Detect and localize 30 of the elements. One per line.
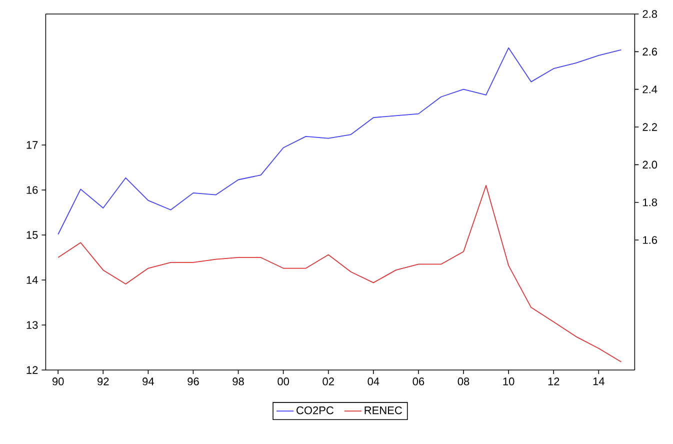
x-tick-label: 94 xyxy=(142,378,154,386)
y-tick-label: 17 xyxy=(26,141,38,149)
y2-tick-label: 1.6 xyxy=(643,236,658,244)
x-tick-label: 14 xyxy=(593,378,604,386)
y-tick-label: 16 xyxy=(26,186,38,194)
y2-tick-label: 1.8 xyxy=(643,198,658,206)
x-tick-label: 10 xyxy=(503,378,514,386)
y-tick-label: 14 xyxy=(26,276,38,284)
y2-tick-label: 2.0 xyxy=(642,160,658,169)
y-tick-label: 12 xyxy=(26,366,38,374)
x-tick-label: 06 xyxy=(412,378,424,386)
x-tick-label: 08 xyxy=(458,378,470,386)
x-tick-label: 96 xyxy=(188,378,199,386)
y-tick-label: 15 xyxy=(26,231,38,239)
legend-label: RENEC xyxy=(364,406,402,414)
x-tick-label: 02 xyxy=(322,378,334,386)
line-series xyxy=(58,47,622,235)
y2-tick-label: 2.6 xyxy=(642,48,658,56)
x-tick-label: 12 xyxy=(548,378,560,386)
x-tick-label: 90 xyxy=(52,378,64,386)
x-tick-label: 04 xyxy=(368,378,380,386)
y2-tick-label: 2.8 xyxy=(642,10,658,18)
y-tick-label: 13 xyxy=(26,321,38,329)
y2-tick-label: 2.4 xyxy=(642,86,658,94)
y2-tick-label: 2.2 xyxy=(642,123,657,131)
x-tick-label: 92 xyxy=(98,378,109,386)
line-series xyxy=(58,185,622,362)
x-tick-label: 00 xyxy=(278,378,290,386)
legend-label: CO2PC xyxy=(296,406,334,414)
x-tick-label: 98 xyxy=(232,378,244,386)
